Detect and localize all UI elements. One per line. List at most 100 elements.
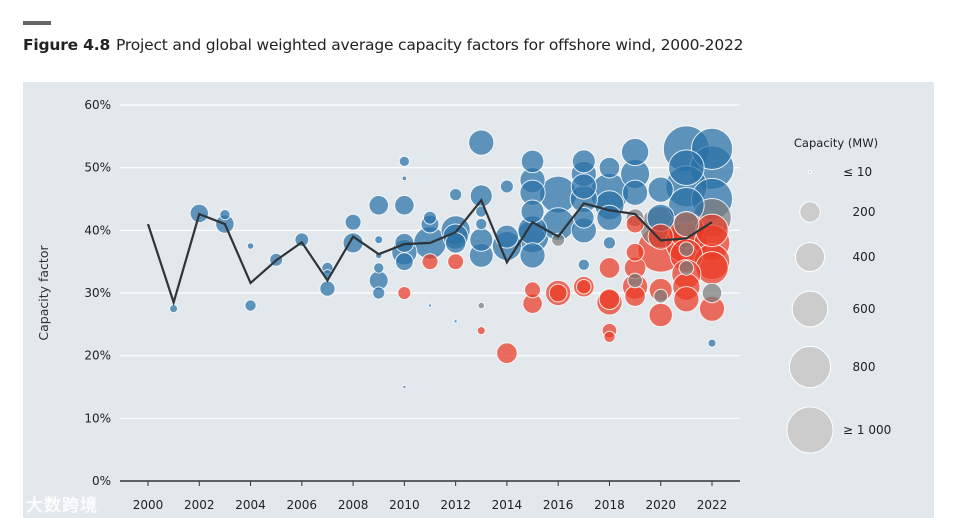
project-bubble-red: [625, 214, 645, 234]
project-bubble-blue: [372, 286, 386, 300]
project-bubble-blue: [571, 149, 596, 174]
x-tick-label: 2020: [645, 498, 676, 512]
project-bubble-red: [625, 242, 645, 262]
y-tick-label: 40%: [84, 223, 111, 237]
project-bubble-grey: [678, 241, 695, 257]
y-tick-label: 20%: [84, 349, 111, 363]
project-bubble-red: [647, 223, 674, 250]
project-bubble-grey: [551, 232, 566, 247]
project-bubble-blue: [598, 156, 621, 179]
legend-label: 800: [853, 360, 876, 374]
project-bubble-red: [447, 253, 465, 271]
x-tick-label: 2000: [133, 498, 164, 512]
project-bubble-blue: [469, 227, 494, 252]
y-axis-title: Capacity factor: [36, 245, 51, 341]
figure-title-text: Project and global weighted average capa…: [116, 36, 744, 54]
project-bubble-red: [496, 342, 518, 364]
project-bubble-blue: [427, 303, 433, 308]
project-bubble-grey: [701, 282, 723, 304]
x-tick-label: 2002: [184, 498, 215, 512]
project-bubble-grey: [653, 288, 669, 304]
project-bubble-blue: [373, 262, 385, 274]
project-bubble-grey: [627, 272, 643, 289]
project-bubble-grey: [678, 260, 695, 276]
x-tick-label: 2014: [492, 498, 523, 512]
watermark: 大数跨境: [26, 496, 98, 516]
project-bubble-blue: [294, 232, 310, 248]
project-bubble-blue: [573, 207, 595, 229]
project-bubble-blue: [401, 175, 408, 182]
x-tick-label: 2012: [440, 498, 471, 512]
project-bubble-blue: [374, 235, 384, 245]
y-tick-label: 30%: [84, 286, 111, 300]
project-bubble-blue: [394, 252, 414, 272]
figure-accent-bar: [23, 21, 51, 25]
project-bubble-red: [397, 285, 412, 301]
y-tick-label: 0%: [92, 474, 111, 488]
project-bubble-blue: [621, 179, 649, 206]
x-tick-label: 2004: [235, 498, 266, 512]
figure-title: Figure 4.8 Project and global weighted av…: [23, 36, 744, 54]
x-tick-label: 2022: [697, 498, 728, 512]
project-bubble-red: [624, 285, 646, 307]
project-bubble-blue: [246, 242, 255, 250]
project-bubble-red: [603, 330, 616, 344]
project-bubble-blue: [398, 155, 411, 168]
legend-bubble: [786, 406, 834, 454]
project-bubble-blue: [520, 149, 545, 174]
y-tick-label: 50%: [84, 161, 111, 175]
project-bubble-red: [598, 288, 621, 311]
y-tick-label: 10%: [84, 411, 111, 425]
project-bubble-red: [576, 278, 592, 295]
project-bubble-blue: [219, 209, 231, 221]
project-bubble-grey: [477, 301, 486, 310]
project-bubble-blue: [319, 280, 336, 297]
project-bubble-red: [648, 302, 673, 328]
project-bubble-blue: [570, 173, 597, 200]
project-bubble-blue: [368, 195, 389, 216]
project-bubble-red: [673, 286, 700, 313]
legend-label: ≥ 1 000: [843, 423, 891, 437]
project-bubble-blue: [453, 319, 458, 324]
x-tick-label: 2018: [594, 498, 625, 512]
figure-label: Figure 4.8: [23, 36, 111, 54]
project-bubble-blue: [449, 188, 463, 202]
project-bubble-blue: [519, 242, 546, 269]
project-bubble-red: [524, 281, 542, 299]
project-bubble-blue: [520, 199, 545, 224]
project-bubble-red: [548, 283, 568, 303]
project-bubble-blue: [394, 195, 415, 216]
project-bubble-blue: [647, 176, 674, 203]
legend-bubble: [791, 290, 829, 328]
x-tick-label: 2016: [543, 498, 574, 512]
project-bubble-red: [476, 326, 486, 336]
legend-bubble: [788, 345, 832, 389]
project-bubble-blue: [577, 258, 590, 271]
project-bubble-blue: [244, 299, 257, 312]
project-bubble-red: [421, 253, 439, 271]
x-tick-label: 2008: [338, 498, 369, 512]
legend-label: 200: [853, 205, 876, 219]
project-bubble-blue: [475, 217, 488, 231]
legend-bubble: [808, 170, 812, 174]
y-tick-label: 60%: [84, 98, 111, 112]
legend-title: Capacity (MW): [794, 136, 878, 150]
project-bubble-blue: [422, 210, 438, 225]
project-bubble-blue: [402, 384, 407, 390]
legend-label: ≤ 10: [843, 165, 872, 179]
project-bubble-grey: [673, 210, 700, 238]
x-tick-label: 2010: [389, 498, 420, 512]
project-bubble-blue: [602, 236, 617, 250]
project-bubble-red: [695, 251, 729, 285]
legend-bubble: [799, 201, 821, 223]
legend-label: 400: [853, 250, 876, 264]
project-bubble-blue: [469, 184, 493, 208]
project-bubble-blue: [668, 149, 705, 186]
project-bubble-red: [598, 257, 621, 279]
project-bubble-blue: [499, 179, 514, 194]
project-bubble-blue: [468, 129, 495, 156]
project-bubble-blue: [344, 213, 362, 231]
legend-bubble: [794, 241, 826, 273]
x-tick-label: 2006: [287, 498, 318, 512]
